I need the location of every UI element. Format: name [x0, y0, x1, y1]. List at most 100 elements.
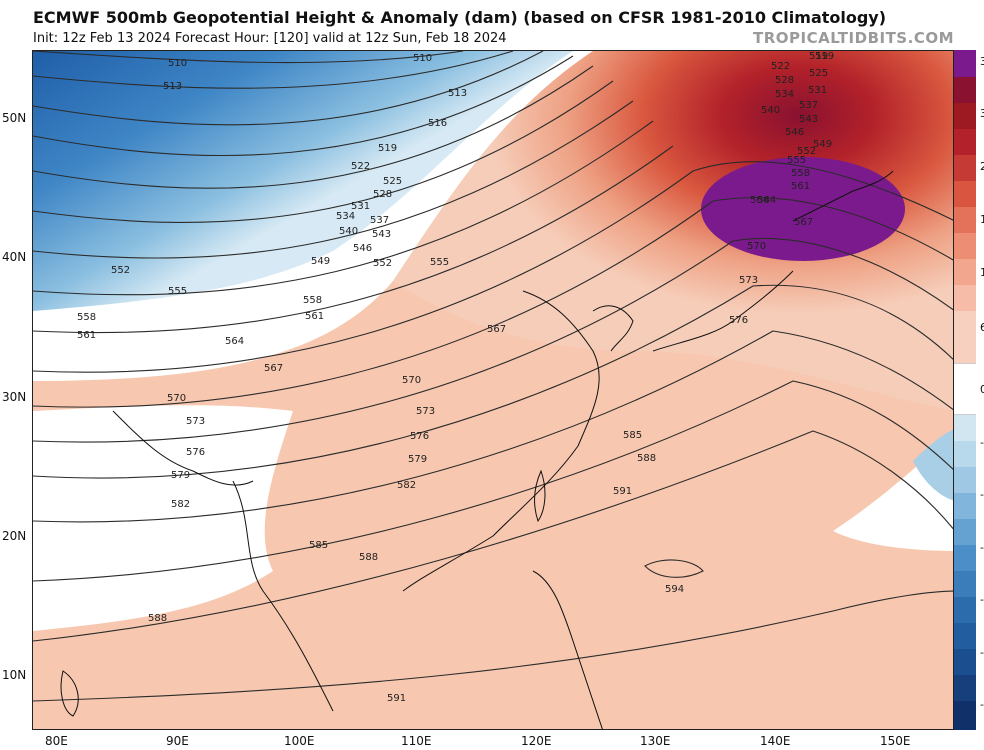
contour-label: 558: [303, 295, 322, 306]
colorbar-swatch: [954, 155, 976, 181]
contour-line: [33, 238, 953, 443]
colorbar-swatch: [954, 493, 976, 519]
contour-label: 561: [77, 330, 96, 341]
contour-line: [33, 284, 953, 479]
contour-label: 540: [761, 105, 780, 116]
colorbar-swatch: [954, 50, 976, 77]
contour-label: 555: [168, 286, 187, 297]
contour-label: 567: [264, 363, 283, 374]
contour-line: [33, 55, 574, 157]
contour-line: [33, 590, 953, 702]
contour-label: 591: [387, 693, 406, 704]
contour-label: 525: [383, 176, 402, 187]
contour-label: 582: [397, 480, 416, 491]
colorbar-label: -: [980, 488, 984, 501]
contour-label: 522: [771, 61, 790, 72]
colorbar-swatch: [954, 285, 976, 311]
lat-label: 40N: [2, 250, 27, 264]
contour-label: 594: [665, 584, 684, 595]
island-sri-lanka: [60, 670, 79, 717]
contour-line: [33, 330, 953, 523]
colorbar-swatch: [954, 129, 976, 155]
contour-line: [33, 100, 634, 259]
lon-label: 150E: [880, 734, 911, 748]
colorbar-label: 3: [980, 107, 984, 120]
contour-label: 525: [809, 68, 828, 79]
contour-label: 579: [171, 470, 190, 481]
contour-label: 573: [739, 275, 758, 286]
chart-subtitle: Init: 12z Feb 13 2024 Forecast Hour: [12…: [33, 31, 507, 46]
lon-label: 140E: [760, 734, 791, 748]
island-taiwan: [534, 469, 546, 523]
contour-label: 528: [373, 189, 392, 200]
colorbar-swatch: [954, 233, 976, 259]
contour-label: 555: [430, 257, 449, 268]
contour-label: 576: [729, 315, 748, 326]
contour-label: 537: [799, 100, 818, 111]
contour-label: 570: [402, 375, 421, 386]
contour-line: [33, 120, 654, 296]
contour-label: 549: [813, 139, 832, 150]
contour-label: 549: [311, 256, 330, 267]
contour-line: [33, 430, 953, 642]
lon-label: 90E: [166, 734, 189, 748]
contour-label: 567: [487, 324, 506, 335]
contour-label: 564: [225, 336, 244, 347]
colorbar-label: -: [980, 541, 984, 554]
contour-label: 510: [413, 53, 432, 64]
contour-labels-west: 510 510 513 513 516 519 519 522 525 528 …: [77, 51, 834, 704]
contour-label: 570: [747, 241, 766, 252]
neutral-zone-south-asia: [33, 405, 293, 631]
contour-label: 531: [808, 85, 827, 96]
contour-label: 576: [186, 447, 205, 458]
contour-label: 540: [339, 226, 358, 237]
contour-label: 552: [373, 258, 392, 269]
colorbar-label: 1: [980, 213, 984, 226]
contour-label: 546: [353, 243, 372, 254]
lat-label: 10N: [2, 668, 27, 682]
coastline-japan-honshu: [652, 270, 794, 352]
coastline-korea: [592, 305, 634, 352]
contour-label: 546: [785, 127, 804, 138]
contour-label: 588: [148, 613, 167, 624]
colorbar-label: 0: [980, 383, 984, 396]
colorbar-swatch: [954, 597, 976, 623]
coastline-bangladesh: [112, 410, 254, 486]
contour-label: 591: [613, 486, 632, 497]
contour-label: 561: [305, 311, 324, 322]
contour-line: [33, 65, 594, 189]
contour-line: [33, 197, 953, 408]
contour-label: 567: [794, 217, 813, 228]
contour-label: 585: [623, 430, 642, 441]
contour-line: [33, 145, 674, 334]
lon-label: 110E: [401, 734, 432, 748]
colorbar-swatch: [954, 701, 976, 730]
colorbar-label: 6: [980, 321, 984, 334]
contour-line: [33, 161, 953, 373]
colorbar-label: 1: [980, 266, 984, 279]
contour-label: 573: [416, 406, 435, 417]
lat-label: 20N: [2, 529, 27, 543]
map-svg: 510 510 513 513 516 519 519 522 525 528 …: [33, 51, 953, 729]
contour-label: 528: [775, 75, 794, 86]
coastline-china: [402, 290, 600, 592]
coastline-philippines: [532, 570, 603, 729]
colorbar-label: 2: [980, 160, 984, 173]
contour-label: 531: [351, 201, 370, 212]
colorbar-swatch: [954, 571, 976, 597]
contour-line: [33, 80, 614, 223]
coastline-hokkaido: [792, 170, 894, 222]
contour-label: 573: [186, 416, 205, 427]
contour-line: [33, 51, 544, 126]
contour-label: 579: [408, 454, 427, 465]
negative-anomaly-east: [913, 429, 953, 501]
contour-line: [33, 51, 464, 64]
contour-label: 564: [750, 195, 769, 206]
contour-line: [33, 380, 953, 582]
positive-anomaly-ridge: [393, 51, 953, 411]
coastline-indochina: [232, 480, 334, 712]
contour-label: 537: [370, 215, 389, 226]
colorbar-swatch: [954, 207, 976, 233]
lon-label: 80E: [45, 734, 68, 748]
colorbar-swatch: [954, 77, 976, 103]
